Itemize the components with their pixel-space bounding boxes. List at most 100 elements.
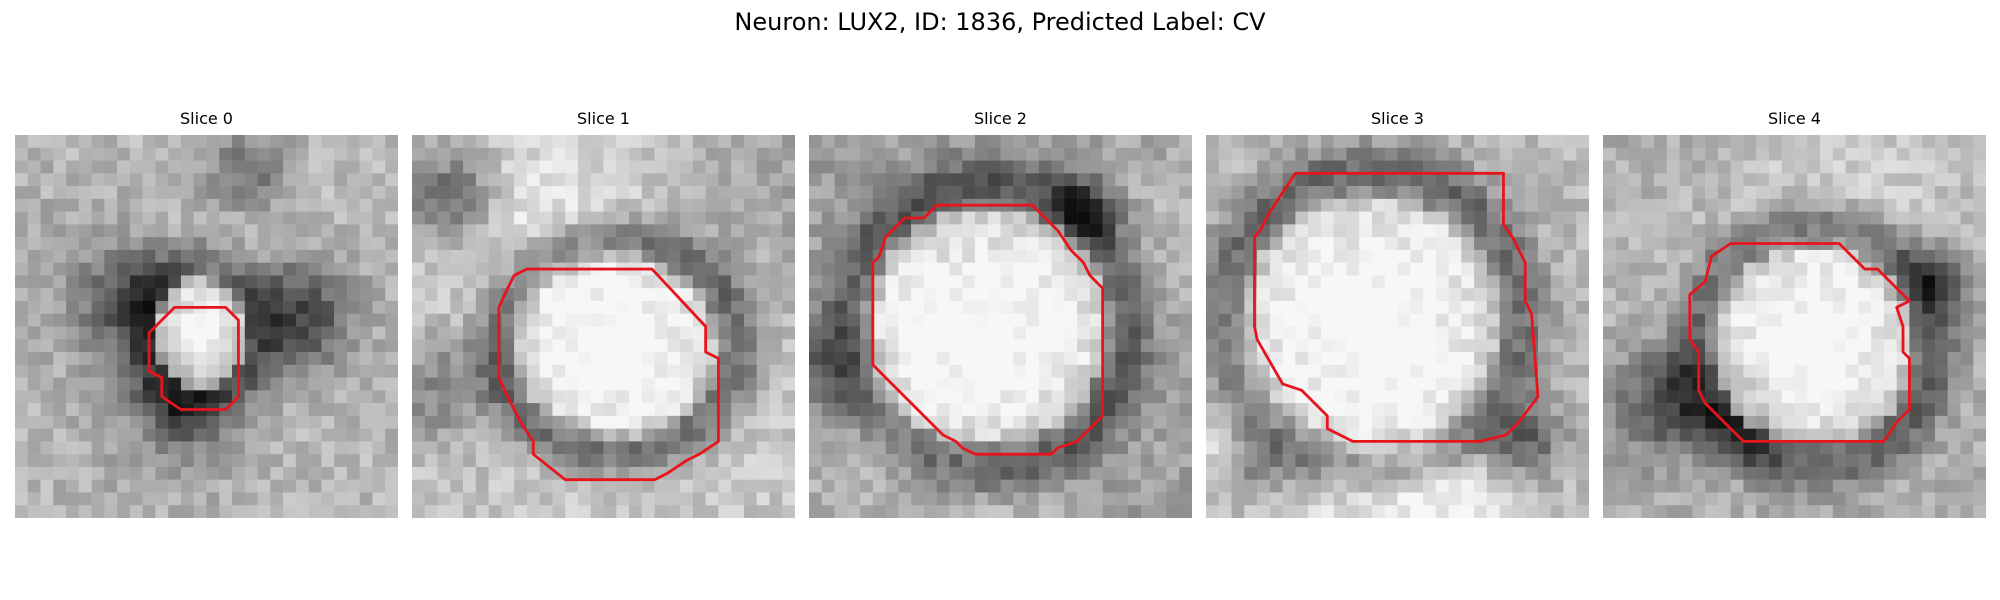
image-pixel	[346, 237, 360, 251]
image-pixel	[1308, 135, 1322, 149]
image-pixel	[1883, 441, 1897, 455]
image-pixel	[1896, 135, 1910, 149]
image-pixel	[1615, 390, 1629, 404]
image-pixel	[1845, 198, 1859, 212]
image-pixel	[283, 160, 297, 174]
image-pixel	[1333, 249, 1347, 263]
image-pixel	[463, 364, 477, 378]
image-pixel	[129, 479, 143, 493]
image-pixel	[1384, 403, 1398, 417]
image-pixel	[359, 224, 373, 238]
image-pixel	[1794, 377, 1808, 391]
image-pixel	[514, 173, 528, 187]
image-pixel	[1794, 262, 1808, 276]
image-pixel	[629, 352, 643, 366]
image-pixel	[244, 173, 258, 187]
image-pixel	[885, 237, 899, 251]
image-pixel	[1666, 339, 1680, 353]
image-pixel	[1269, 135, 1283, 149]
image-pixel	[1909, 237, 1923, 251]
image-pixel	[1448, 364, 1462, 378]
image-pixel	[117, 249, 131, 263]
image-pixel	[385, 249, 398, 263]
image-pixel	[232, 237, 246, 251]
image-pixel	[385, 466, 398, 480]
image-pixel	[987, 364, 1001, 378]
image-pixel	[155, 403, 169, 417]
image-pixel	[1960, 211, 1974, 225]
image-pixel	[514, 237, 528, 251]
image-pixel	[1282, 147, 1296, 161]
image-pixel	[1499, 505, 1513, 518]
image-pixel	[244, 186, 258, 200]
image-pixel	[1845, 237, 1859, 251]
image-pixel	[949, 249, 963, 263]
image-pixel	[1423, 339, 1437, 353]
image-pixel	[641, 415, 655, 429]
image-pixel	[1038, 326, 1052, 340]
image-pixel	[1461, 364, 1475, 378]
image-pixel	[1474, 313, 1488, 327]
image-pixel	[219, 415, 233, 429]
image-pixel	[1858, 454, 1872, 468]
image-pixel	[475, 428, 489, 442]
image-pixel	[180, 173, 194, 187]
image-pixel	[1051, 352, 1065, 366]
image-pixel	[1448, 288, 1462, 302]
image-pixel	[1871, 403, 1885, 417]
image-pixel	[1448, 377, 1462, 391]
image-pixel	[756, 275, 770, 289]
image-pixel	[1756, 300, 1770, 314]
image-pixel	[1231, 313, 1245, 327]
image-pixel	[1474, 300, 1488, 314]
image-pixel	[1563, 415, 1577, 429]
image-pixel	[1883, 377, 1897, 391]
image-pixel	[283, 237, 297, 251]
image-pixel	[346, 454, 360, 468]
image-pixel	[321, 479, 335, 493]
image-pixel	[847, 415, 861, 429]
image-pixel	[334, 415, 348, 429]
image-pixel	[1000, 300, 1014, 314]
image-pixel	[1666, 198, 1680, 212]
image-pixel	[743, 492, 757, 506]
image-pixel	[1295, 173, 1309, 187]
image-pixel	[1346, 492, 1360, 506]
image-pixel	[1934, 339, 1948, 353]
image-pixel	[962, 262, 976, 276]
image-pixel	[1603, 135, 1617, 149]
image-pixel	[1576, 198, 1589, 212]
image-pixel	[1051, 390, 1065, 404]
image-pixel	[1603, 364, 1617, 378]
image-pixel	[104, 288, 118, 302]
image-pixel	[1705, 135, 1719, 149]
image-pixel	[1807, 415, 1821, 429]
image-pixel	[1909, 186, 1923, 200]
image-pixel	[667, 326, 681, 340]
image-pixel	[104, 466, 118, 480]
image-pixel	[372, 300, 386, 314]
image-pixel	[424, 173, 438, 187]
image-pixel	[898, 441, 912, 455]
image-pixel	[974, 249, 988, 263]
image-pixel	[424, 364, 438, 378]
image-pixel	[1563, 300, 1577, 314]
image-pixel	[15, 237, 29, 251]
image-pixel	[1295, 237, 1309, 251]
image-pixel	[1038, 441, 1052, 455]
image-pixel	[334, 377, 348, 391]
image-pixel	[847, 428, 861, 442]
image-pixel	[244, 505, 258, 518]
image-pixel	[743, 300, 757, 314]
image-pixel	[412, 275, 426, 289]
image-pixel	[412, 364, 426, 378]
image-pixel	[1525, 173, 1539, 187]
image-pixel	[244, 147, 258, 161]
image-pixel	[911, 352, 925, 366]
image-pixel	[1781, 147, 1795, 161]
image-pixel	[15, 160, 29, 174]
image-pixel	[104, 415, 118, 429]
image-pixel	[641, 173, 655, 187]
image-pixel	[1756, 466, 1770, 480]
image-pixel	[53, 466, 67, 480]
